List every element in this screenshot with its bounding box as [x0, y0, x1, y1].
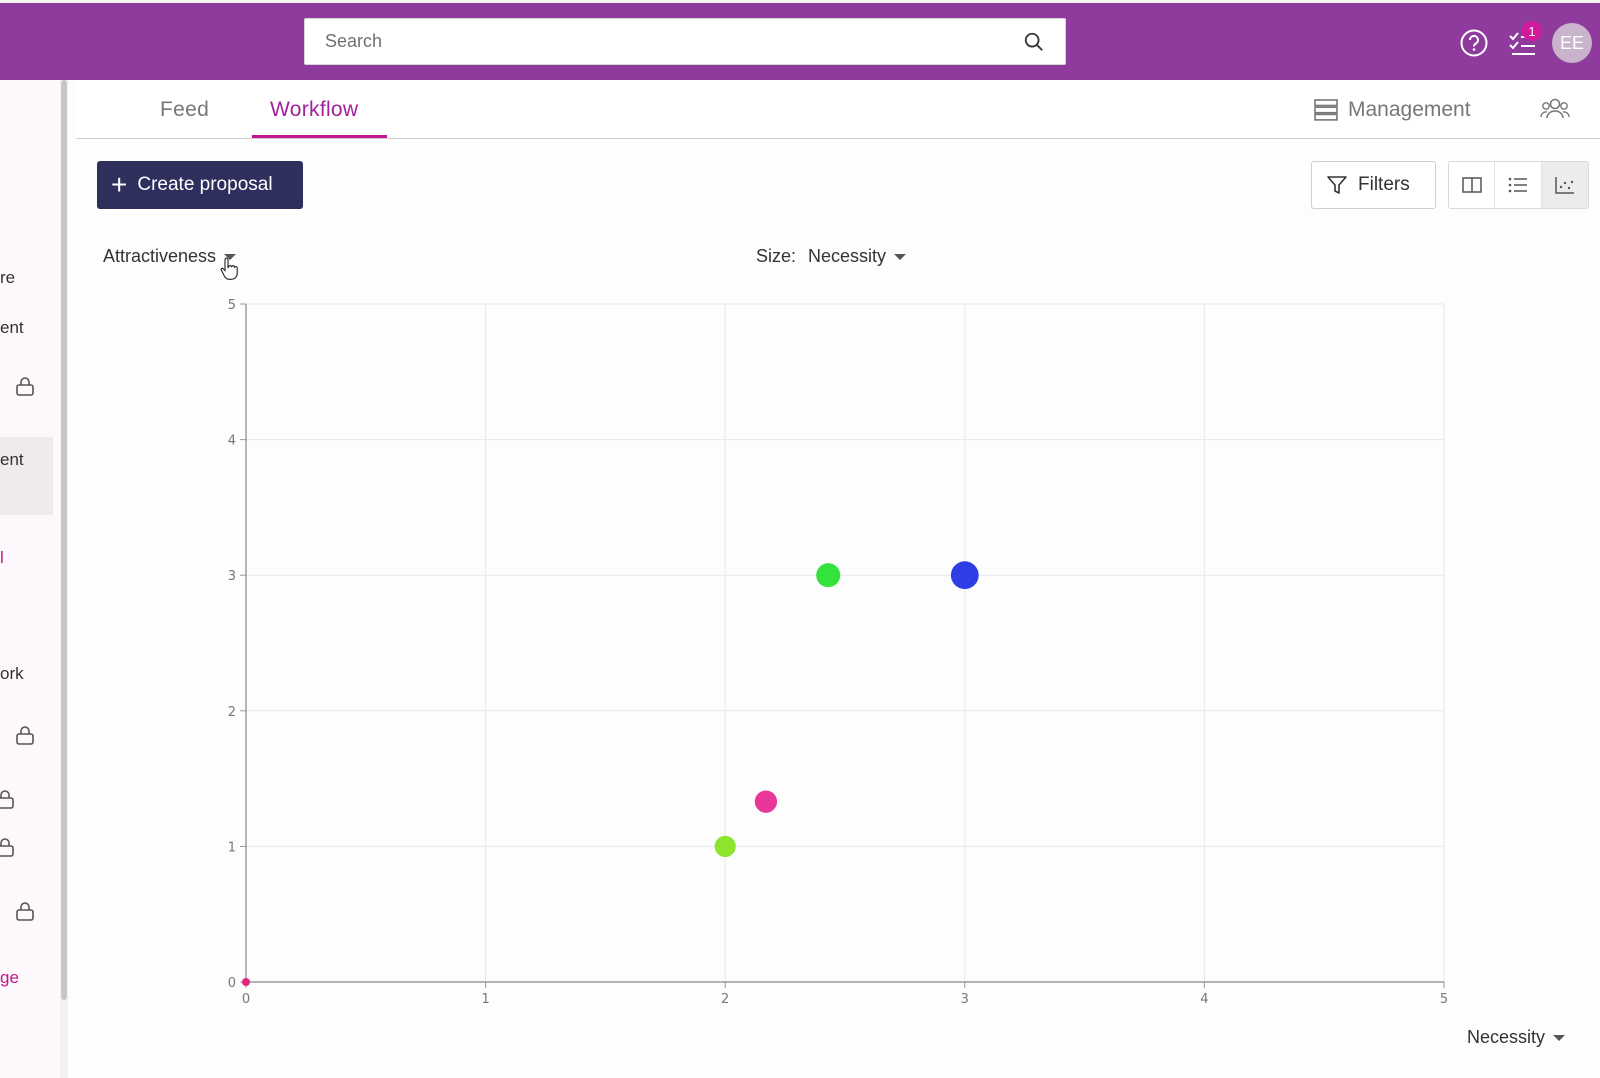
hand-cursor-icon	[220, 257, 238, 280]
management-label: Management	[1348, 97, 1471, 121]
active-tab-underline	[252, 135, 387, 138]
sidebar-item-label[interactable]: ork	[0, 664, 24, 683]
top-icons: 1 EE	[1450, 3, 1600, 83]
columns-icon	[1461, 177, 1482, 193]
tab-bar: Feed Workflow Management	[76, 80, 1600, 139]
scatter-chart-icon	[1555, 177, 1574, 194]
y-tick-label: 1	[228, 840, 236, 855]
plus-icon: +	[111, 169, 128, 200]
lock-icon[interactable]	[14, 375, 36, 397]
lock-icon[interactable]	[0, 836, 16, 858]
x-axis-value: Necessity	[1467, 1027, 1546, 1047]
tasks-button[interactable]: 1	[1498, 19, 1546, 67]
people-icon[interactable]	[1540, 96, 1570, 122]
list-icon	[1508, 177, 1528, 193]
create-proposal-label: Create proposal	[137, 174, 273, 195]
scatter-view-button[interactable]	[1541, 162, 1589, 208]
scatter-chart: 0 1 2 3 4 5 0 1 2 3 4 5	[228, 298, 1448, 1007]
filters-button[interactable]: Filters	[1311, 161, 1436, 209]
search-box[interactable]	[304, 18, 1066, 65]
y-tick-label: 3	[228, 569, 236, 584]
data-point	[242, 978, 250, 986]
x-tick-label: 4	[1200, 992, 1208, 1007]
filters-label: Filters	[1358, 174, 1410, 195]
lock-icon[interactable]	[14, 724, 36, 746]
x-axis-select[interactable]: Necessity	[1467, 1027, 1566, 1048]
sidebar-item-label[interactable]: ent	[0, 450, 24, 469]
data-point	[950, 561, 979, 590]
lock-icon[interactable]	[14, 900, 36, 922]
tab-workflow[interactable]: Workflow	[270, 97, 359, 121]
top-bar: 1 EE	[0, 0, 1600, 80]
chevron-down-icon	[1553, 1034, 1566, 1041]
y-tick-label: 4	[228, 434, 236, 449]
help-icon	[1460, 29, 1488, 57]
search-input[interactable]	[325, 19, 1023, 64]
sidebar-item-label[interactable]: l	[0, 548, 4, 567]
sidebar-scroll-thumb[interactable]	[61, 80, 67, 1000]
x-tick-label: 1	[481, 992, 489, 1007]
sidebar-item-label[interactable]: ge	[0, 968, 19, 987]
view-toggle-group	[1448, 161, 1589, 209]
chevron-down-icon	[894, 253, 907, 260]
server-icon	[1314, 98, 1338, 121]
create-proposal-button[interactable]: + Create proposal	[97, 161, 303, 209]
sidebar: re ent ent l ork ge	[0, 80, 60, 1078]
tab-feed[interactable]: Feed	[160, 97, 210, 121]
tab-management[interactable]: Management	[1314, 80, 1471, 139]
list-view-button[interactable]	[1495, 162, 1542, 208]
y-axis-value: Attractiveness	[103, 246, 217, 266]
sidebar-item-label[interactable]: ent	[0, 318, 24, 337]
size-label: Size:	[756, 246, 797, 266]
lock-icon[interactable]	[0, 788, 16, 810]
data-point	[714, 835, 736, 858]
filter-icon	[1327, 176, 1347, 194]
y-tick-label: 0	[228, 976, 236, 991]
size-value: Necessity	[808, 246, 887, 266]
board-view-button[interactable]	[1449, 162, 1496, 208]
sidebar-item-label[interactable]: re	[0, 268, 16, 287]
x-tick-label: 0	[242, 992, 250, 1007]
sidebar-active-highlight	[0, 437, 53, 515]
size-select[interactable]: Necessity	[808, 246, 907, 267]
y-tick-label: 2	[228, 705, 236, 720]
help-button[interactable]	[1450, 19, 1498, 67]
y-tick-label: 5	[228, 298, 236, 313]
data-point	[754, 790, 778, 813]
data-point	[816, 563, 841, 588]
notification-badge: 1	[1522, 21, 1542, 41]
chevron-down-icon	[224, 253, 237, 260]
x-tick-label: 3	[961, 992, 969, 1007]
x-tick-label: 2	[721, 992, 729, 1007]
avatar[interactable]: EE	[1552, 23, 1592, 63]
sidebar-scrollbar[interactable]	[60, 80, 68, 1078]
y-axis-select[interactable]: Attractiveness	[103, 246, 237, 267]
x-tick-label: 5	[1440, 992, 1448, 1007]
search-icon[interactable]	[1023, 31, 1045, 53]
